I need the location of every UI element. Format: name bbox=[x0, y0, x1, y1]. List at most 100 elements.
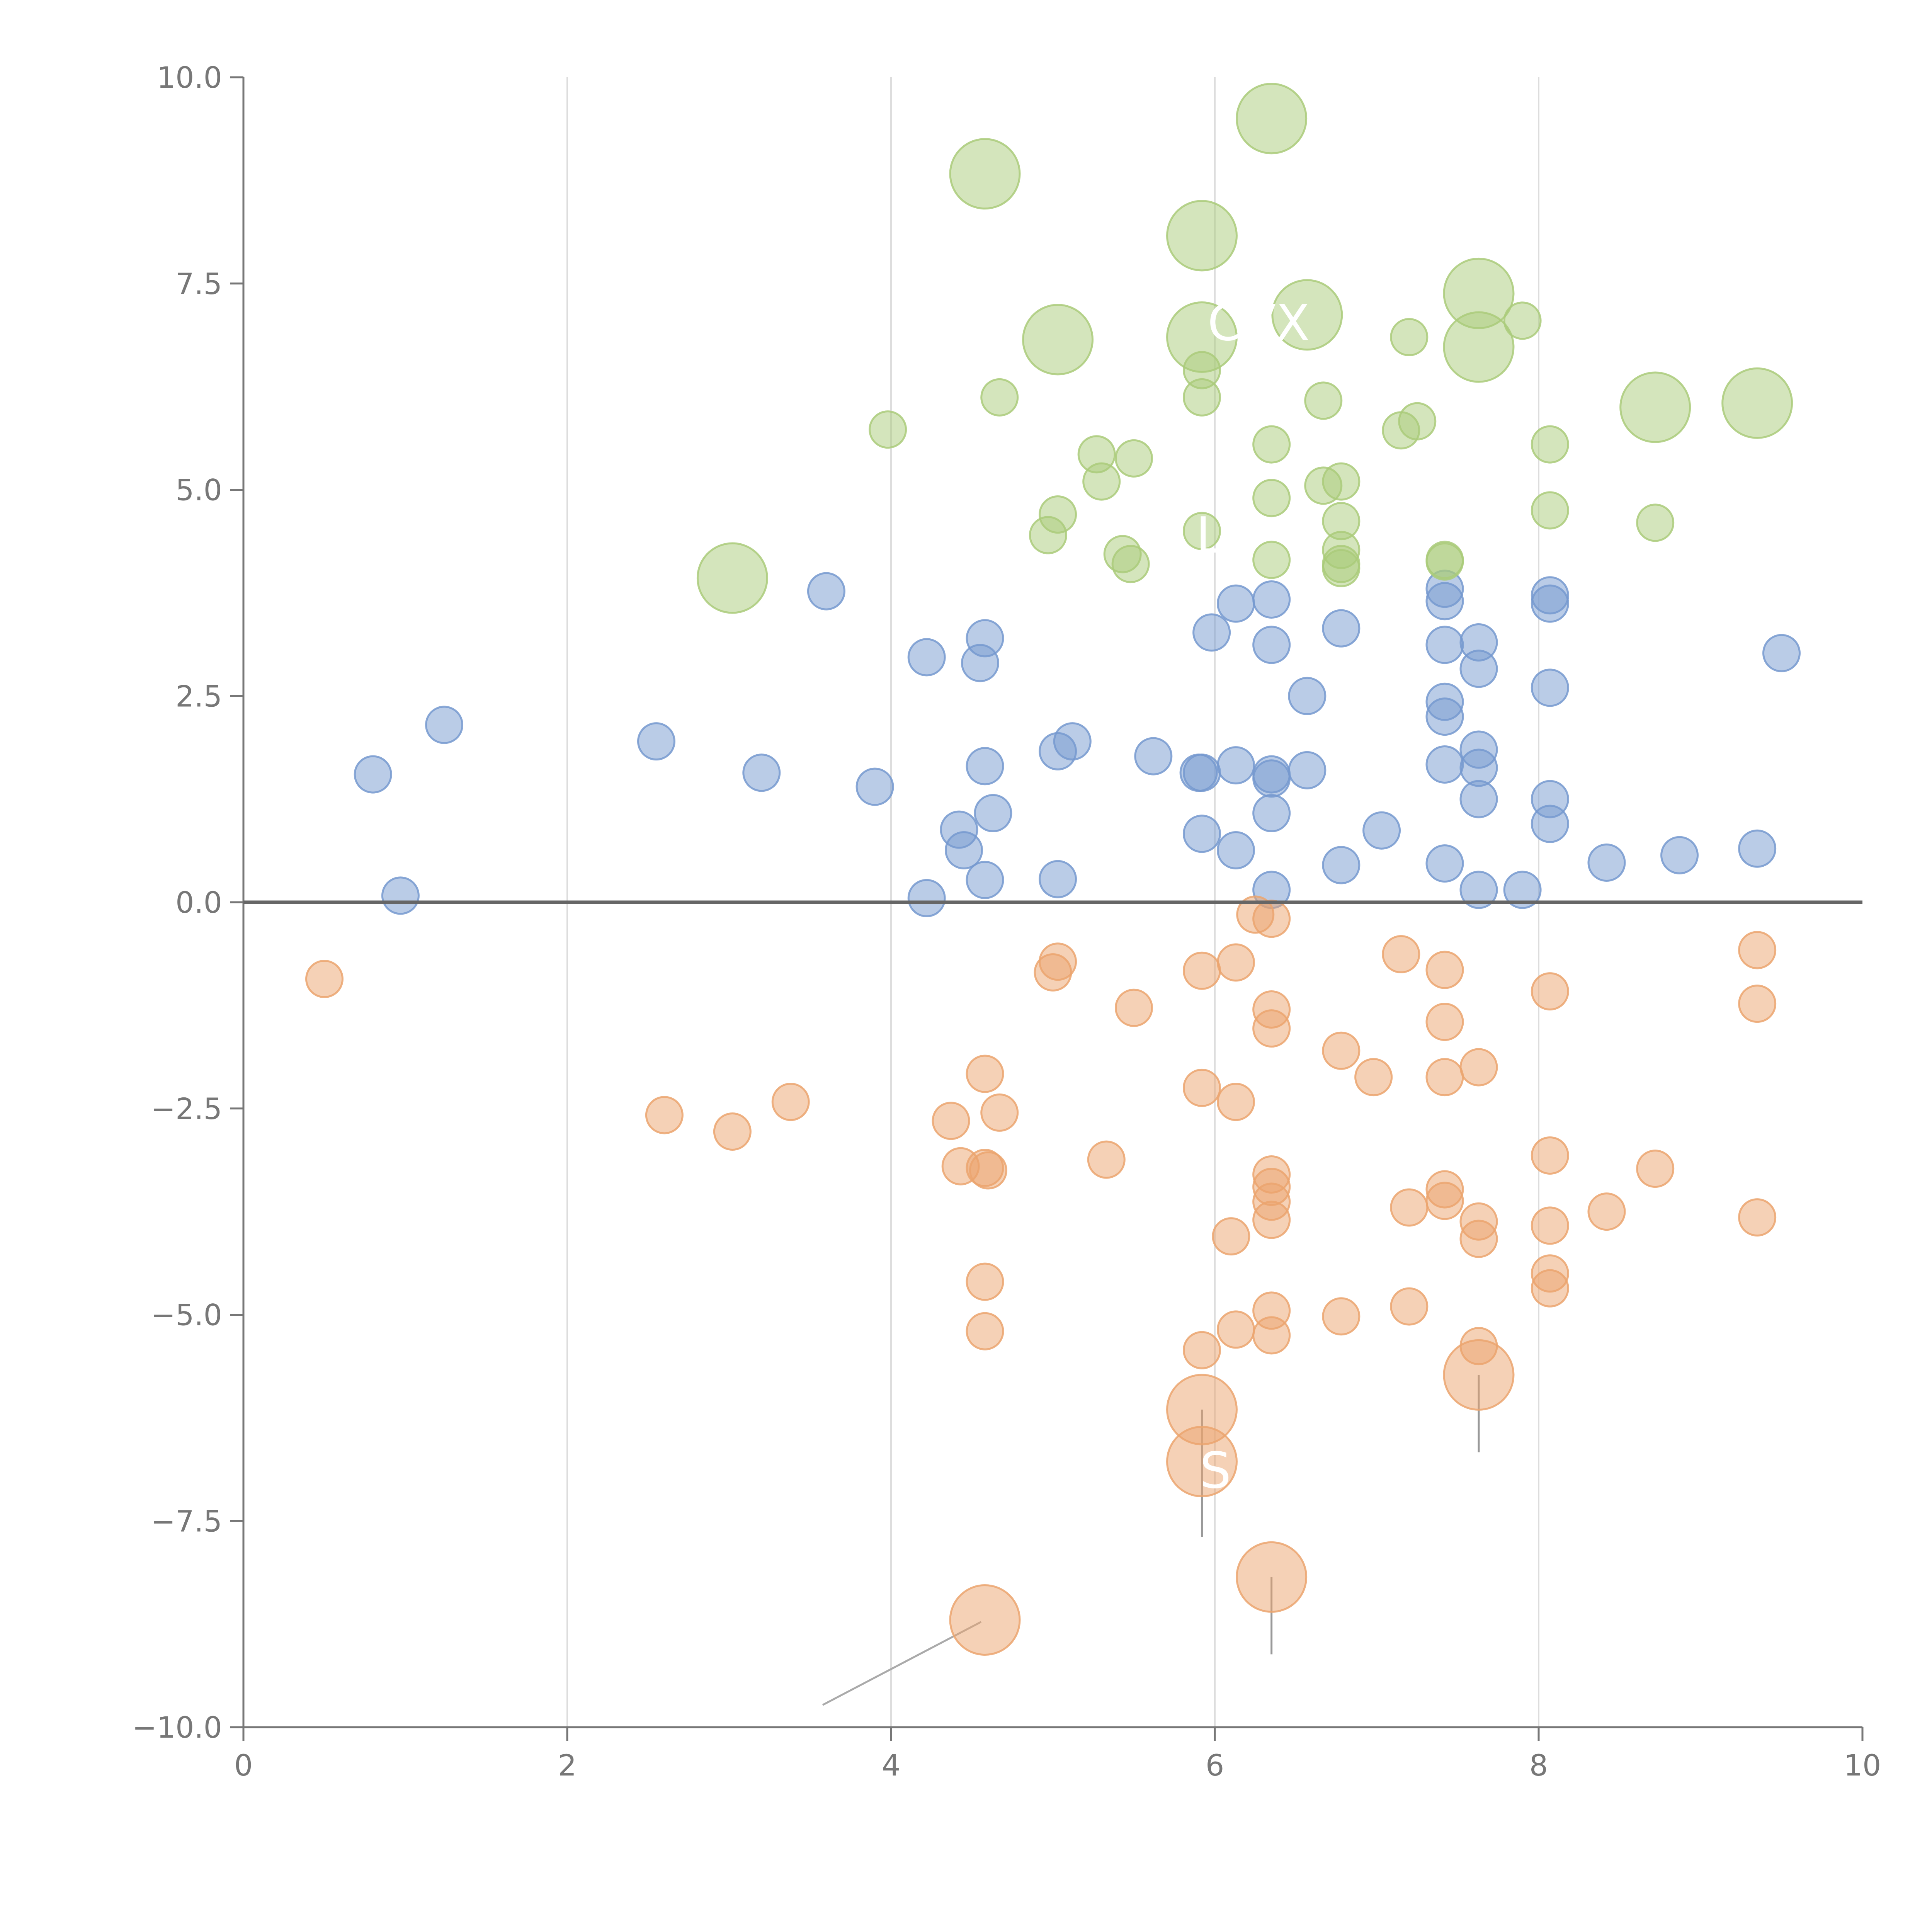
data-point-positive-low bbox=[1039, 860, 1077, 898]
y-tick-label: 5.0 bbox=[175, 473, 222, 507]
data-point-negative bbox=[1531, 1206, 1569, 1245]
data-point-positive-low bbox=[354, 755, 392, 794]
data-point-positive-high bbox=[1531, 491, 1569, 530]
data-point-negative bbox=[1115, 988, 1153, 1027]
data-point-positive-low bbox=[1459, 650, 1498, 688]
data-point-positive-low bbox=[966, 861, 1004, 899]
data-point-negative bbox=[1425, 1182, 1464, 1220]
data-point-positive-low bbox=[966, 747, 1004, 786]
x-tick-label: 4 bbox=[882, 1748, 900, 1782]
data-point-positive-high bbox=[1304, 381, 1343, 420]
data-point-positive-low bbox=[1531, 584, 1569, 623]
data-point-negative bbox=[1425, 1003, 1464, 1041]
data-point-negative bbox=[1531, 1136, 1569, 1175]
data-point-positive-low bbox=[907, 879, 946, 917]
data-point-negative bbox=[1216, 1083, 1255, 1121]
x-tick-label: 6 bbox=[1206, 1748, 1224, 1782]
data-point-positive-low bbox=[1425, 697, 1464, 736]
y-tick-label: 2.5 bbox=[175, 679, 222, 713]
data-point-negative bbox=[1531, 1269, 1569, 1308]
data-point-positive-high bbox=[1721, 367, 1793, 439]
x-tick-label: 0 bbox=[234, 1748, 253, 1782]
data-point-positive-low bbox=[1322, 609, 1361, 648]
data-point-negative bbox=[966, 1262, 1004, 1301]
y-tick-label: 10.0 bbox=[157, 60, 222, 95]
data-point-positive-low bbox=[1425, 745, 1464, 784]
data-point-positive-high bbox=[696, 542, 768, 614]
data-point-positive-high bbox=[1236, 83, 1308, 155]
annotation-label-cvx: CVX bbox=[1208, 294, 1310, 352]
y-tick-label: −10.0 bbox=[132, 1710, 222, 1745]
data-point-positive-high bbox=[1082, 462, 1121, 501]
data-point-positive-high bbox=[1182, 512, 1221, 550]
data-point-positive-low bbox=[1134, 737, 1173, 776]
data-point-positive-low bbox=[807, 572, 845, 611]
data-point-positive-high bbox=[1425, 542, 1464, 581]
data-point-positive-low bbox=[945, 831, 983, 869]
data-points-layer bbox=[305, 83, 1801, 1656]
data-point-positive-high bbox=[1022, 304, 1094, 376]
data-point-positive-high bbox=[949, 138, 1021, 210]
data-point-positive-high bbox=[1252, 425, 1291, 464]
data-point-negative bbox=[1443, 1339, 1515, 1411]
data-point-positive-high bbox=[1166, 200, 1238, 272]
data-point-positive-low bbox=[1660, 836, 1699, 874]
data-point-positive-high bbox=[1398, 402, 1437, 440]
data-point-positive-low bbox=[1192, 613, 1231, 652]
data-point-negative bbox=[1425, 1058, 1464, 1097]
data-point-negative bbox=[969, 1151, 1007, 1190]
data-point-positive-low bbox=[1531, 804, 1569, 843]
data-point-negative bbox=[966, 1312, 1004, 1350]
data-point-negative bbox=[1390, 1188, 1429, 1227]
data-point-negative bbox=[1459, 1048, 1498, 1087]
data-point-negative bbox=[1636, 1150, 1675, 1188]
data-point-positive-high bbox=[1390, 318, 1429, 357]
data-point-negative bbox=[1216, 943, 1255, 982]
x-tick-label: 10 bbox=[1844, 1748, 1881, 1782]
data-point-positive-low bbox=[907, 638, 946, 677]
data-point-negative bbox=[1182, 1331, 1221, 1369]
data-point-negative bbox=[1459, 1219, 1498, 1258]
x-tick-label: 8 bbox=[1529, 1748, 1548, 1782]
data-point-positive-low bbox=[381, 876, 420, 915]
data-point-positive-high bbox=[980, 378, 1019, 417]
data-point-negative bbox=[1182, 1068, 1221, 1107]
data-point-positive-low bbox=[974, 794, 1012, 832]
data-point-negative bbox=[966, 1054, 1004, 1093]
y-tick-label: −2.5 bbox=[151, 1092, 222, 1126]
data-point-positive-high bbox=[1531, 425, 1569, 464]
data-point-negative bbox=[1738, 1198, 1777, 1237]
data-point-positive-high bbox=[1443, 311, 1515, 383]
data-point-positive-high bbox=[1636, 503, 1675, 542]
data-point-negative bbox=[1531, 972, 1569, 1011]
data-point-negative bbox=[932, 1102, 970, 1140]
data-point-positive-high bbox=[1322, 462, 1361, 501]
data-point-positive-low bbox=[1252, 580, 1291, 619]
data-point-negative bbox=[1166, 1426, 1238, 1498]
data-point-positive-low bbox=[1459, 871, 1498, 909]
axes-layer: 0 2 4 6 8 10 10.0 7.5 5.0 2.5 0.0 −2.5 −5.0 −7.5 −10.0 bbox=[132, 60, 1881, 1782]
data-point-negative bbox=[1587, 1192, 1626, 1231]
data-point-positive-low bbox=[1738, 829, 1777, 868]
data-point-positive-high bbox=[1252, 479, 1291, 517]
annotation-layer: CVX L S bbox=[1196, 294, 1310, 1500]
data-point-negative bbox=[713, 1112, 752, 1151]
data-point-negative bbox=[1738, 985, 1777, 1023]
data-point-negative bbox=[771, 1083, 810, 1121]
data-point-negative bbox=[1252, 1316, 1291, 1355]
data-point-negative bbox=[980, 1093, 1019, 1132]
data-point-positive-high bbox=[1252, 541, 1291, 579]
data-point-positive-low bbox=[1288, 751, 1327, 789]
data-point-negative bbox=[1382, 935, 1420, 974]
data-point-negative bbox=[1252, 1009, 1291, 1048]
data-point-negative bbox=[1236, 1541, 1308, 1613]
data-point-positive-low bbox=[425, 706, 464, 744]
annotation-label-s: S bbox=[1200, 1442, 1231, 1500]
data-point-positive-low bbox=[1053, 722, 1092, 761]
data-point-negative bbox=[1212, 1217, 1250, 1256]
data-point-positive-low bbox=[1587, 844, 1626, 882]
data-point-positive-low bbox=[1182, 753, 1221, 792]
data-point-positive-low bbox=[1425, 582, 1464, 621]
data-point-negative bbox=[1252, 1201, 1291, 1239]
